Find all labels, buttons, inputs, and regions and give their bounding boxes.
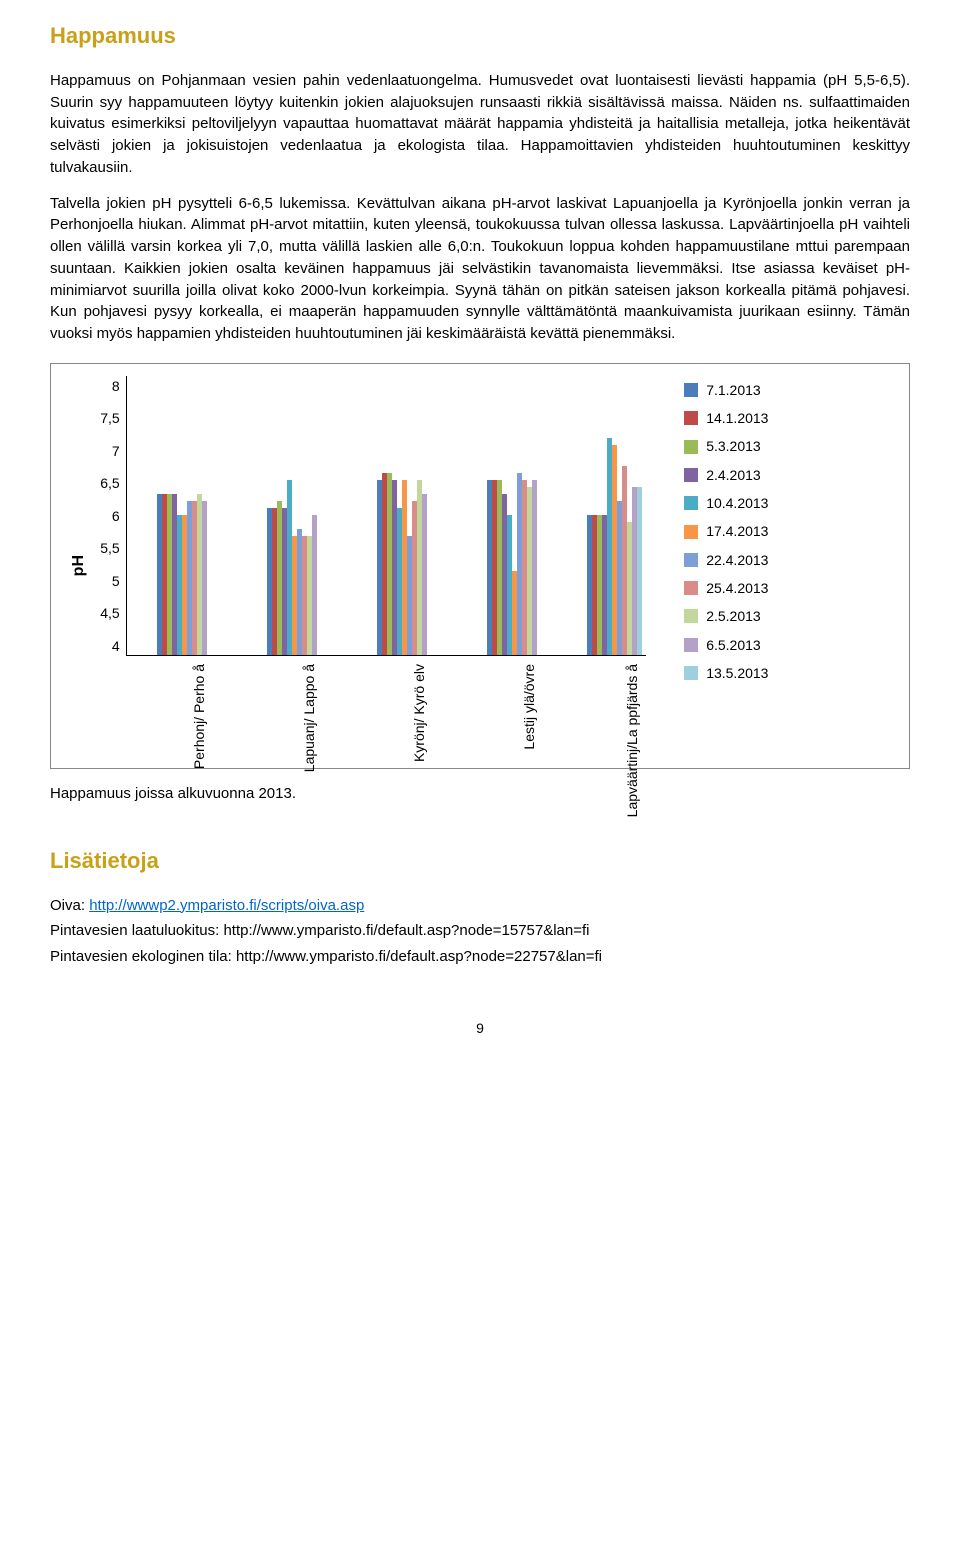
paragraph-1: Happamuus on Pohjanmaan vesien pahin ved… [50, 70, 910, 179]
x-label: Lestij ylä/övre [519, 664, 539, 750]
legend-swatch [684, 411, 698, 425]
x-label: Lapväärtinj/La ppfjärds å [622, 664, 642, 817]
oiva-link[interactable]: http://wwwp2.ymparisto.fi/scripts/oiva.a… [89, 897, 364, 914]
bar-group [267, 480, 317, 655]
y-tick: 5 [100, 571, 119, 591]
more-info-block: Oiva: http://wwwp2.ymparisto.fi/scripts/… [50, 895, 910, 968]
info-line-1: Oiva: http://wwwp2.ymparisto.fi/scripts/… [50, 895, 910, 917]
legend-label: 2.5.2013 [706, 606, 761, 626]
bar [532, 480, 537, 655]
legend-item: 10.4.2013 [684, 493, 768, 513]
y-tick: 7,5 [100, 408, 119, 428]
bar [312, 515, 317, 655]
x-labels: Perhonj/ Perho åLapuanj/ Lappo åKyrönj/ … [144, 656, 664, 756]
info-line-1-prefix: Oiva: [50, 897, 89, 914]
plot-area [126, 376, 646, 656]
legend-item: 6.5.2013 [684, 635, 768, 655]
y-tick: 8 [100, 376, 119, 396]
chart-legend: 7.1.2013 14.1.2013 5.3.2013 2.4.2013 10.4.20… [684, 376, 768, 756]
y-tick: 6 [100, 506, 119, 526]
legend-swatch [684, 609, 698, 623]
legend-item: 22.4.2013 [684, 550, 768, 570]
section-title-lisatietoja: Lisätietoja [50, 845, 910, 877]
info-line-2: Pintavesien laatuluokitus: http://www.ym… [50, 920, 910, 942]
legend-swatch [684, 525, 698, 539]
legend-swatch [684, 553, 698, 567]
y-axis-label: pH [67, 555, 90, 576]
y-tick: 4,5 [100, 603, 119, 623]
y-tick: 6,5 [100, 473, 119, 493]
legend-swatch [684, 666, 698, 680]
legend-label: 13.5.2013 [706, 663, 768, 683]
x-label: Kyrönj/ Kyrö elv [409, 664, 429, 762]
legend-swatch [684, 468, 698, 482]
legend-item: 5.3.2013 [684, 436, 768, 456]
legend-item: 2.5.2013 [684, 606, 768, 626]
chart-caption: Happamuus joissa alkuvuonna 2013. [50, 783, 910, 805]
section-title-happamuus: Happamuus [50, 20, 910, 52]
bar-group [487, 473, 537, 655]
bar-group [157, 494, 207, 655]
legend-swatch [684, 440, 698, 454]
chart-plot-wrap: pH 8 7,5 7 6,5 6 5,5 5 4,5 4 Perhonj/ Perho åLap… [67, 376, 664, 756]
legend-item: 25.4.2013 [684, 578, 768, 598]
ph-chart: pH 87,576,565,554,54 Perhonj/ Perho åLap… [50, 363, 910, 769]
bar [422, 494, 427, 655]
page-number: 9 [50, 1018, 910, 1038]
y-tick: 5,5 [100, 538, 119, 558]
legend-label: 2.4.2013 [706, 465, 761, 485]
legend-label: 25.4.2013 [706, 578, 768, 598]
paragraph-2: Talvella jokien pH pysytteli 6-6,5 lukem… [50, 193, 910, 345]
legend-swatch [684, 581, 698, 595]
legend-swatch [684, 496, 698, 510]
bar [637, 487, 642, 655]
legend-item: 14.1.2013 [684, 408, 768, 428]
legend-label: 6.5.2013 [706, 635, 761, 655]
legend-item: 2.4.2013 [684, 465, 768, 485]
legend-label: 7.1.2013 [706, 380, 761, 400]
legend-item: 13.5.2013 [684, 663, 768, 683]
bar-group [377, 473, 427, 655]
legend-item: 7.1.2013 [684, 380, 768, 400]
bar [202, 501, 207, 655]
info-line-3: Pintavesien ekologinen tila: http://www.… [50, 946, 910, 968]
legend-label: 22.4.2013 [706, 550, 768, 570]
legend-swatch [684, 383, 698, 397]
x-label: Lapuanj/ Lappo å [299, 664, 319, 772]
legend-item: 17.4.2013 [684, 521, 768, 541]
legend-label: 17.4.2013 [706, 521, 768, 541]
legend-label: 5.3.2013 [706, 436, 761, 456]
y-tick: 7 [100, 441, 119, 461]
legend-swatch [684, 638, 698, 652]
bar-group [587, 438, 642, 655]
x-label: Perhonj/ Perho å [189, 664, 209, 769]
y-tick: 4 [100, 636, 119, 656]
legend-label: 10.4.2013 [706, 493, 768, 513]
legend-label: 14.1.2013 [706, 408, 768, 428]
y-ticks: 8 7,5 7 6,5 6 5,5 5 4,5 4 [100, 376, 119, 656]
